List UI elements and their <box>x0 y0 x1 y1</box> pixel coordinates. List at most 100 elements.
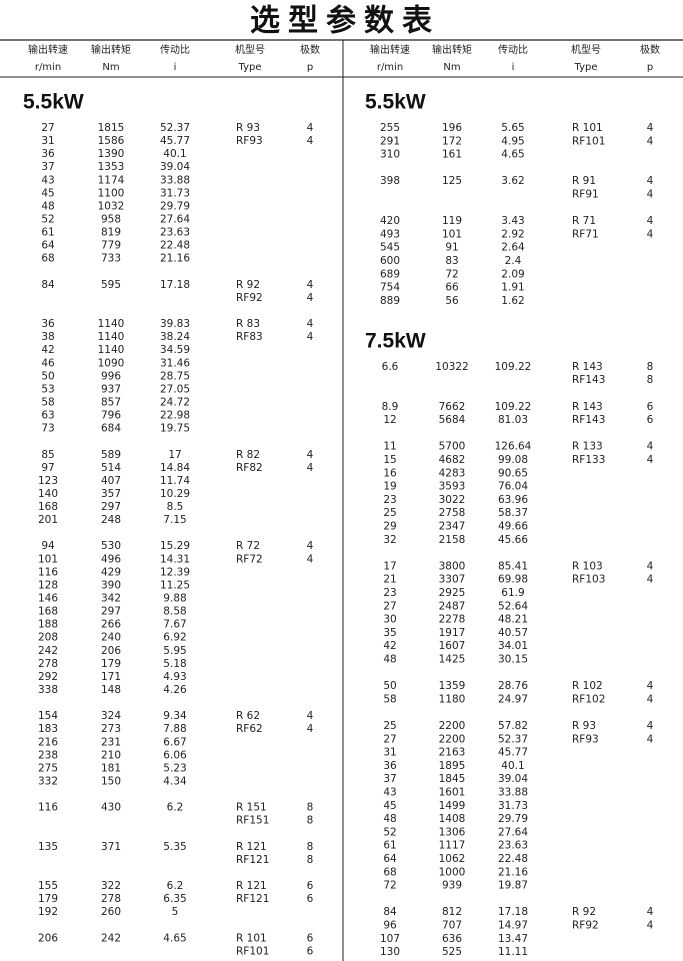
cell-ratio: 4.26 <box>163 684 187 696</box>
cell-torque: 66 <box>445 282 459 294</box>
cell-torque: 10322 <box>435 361 468 373</box>
cell-torque: 260 <box>101 906 121 918</box>
cell-speed: 85 <box>41 449 54 461</box>
cell-type: R 71 <box>572 215 596 227</box>
cell-ratio: 5.18 <box>163 658 186 670</box>
cell-poles: 4 <box>647 906 654 918</box>
cell-type: R 101 <box>236 932 267 944</box>
cell-poles: 4 <box>647 720 654 732</box>
cell-type: R 93 <box>572 720 596 732</box>
cell-ratio: 4.65 <box>501 149 524 161</box>
section-title: 7.5kW <box>365 329 426 352</box>
cell-ratio: 29.79 <box>160 200 190 212</box>
cell-speed: 146 <box>38 593 58 605</box>
cell-poles: 4 <box>647 441 654 453</box>
cell-ratio: 13.47 <box>498 933 528 945</box>
cell-poles: 4 <box>647 175 654 187</box>
cell-ratio: 63.96 <box>498 494 528 506</box>
cell-speed: 600 <box>380 255 400 267</box>
cell-type: RF133 <box>572 454 605 466</box>
cell-speed: 50 <box>41 370 54 382</box>
cell-ratio: 14.84 <box>160 462 190 474</box>
cell-speed: 30 <box>383 614 396 626</box>
cell-type: RF62 <box>236 723 263 735</box>
cell-ratio: 28.76 <box>498 680 528 692</box>
cell-speed: 68 <box>41 253 54 265</box>
cell-ratio: 126.64 <box>495 441 532 453</box>
cell-speed: 38 <box>41 331 54 343</box>
cell-torque: 407 <box>101 475 121 487</box>
cell-ratio: 45.66 <box>498 534 528 546</box>
cell-torque: 324 <box>101 710 121 722</box>
column-header: 机型号 <box>235 43 265 56</box>
cell-torque: 2278 <box>439 614 466 626</box>
cell-ratio: 27.64 <box>160 213 190 225</box>
cell-speed: 21 <box>383 574 396 586</box>
cell-type: R 101 <box>572 122 603 134</box>
cell-speed: 19 <box>383 481 396 493</box>
cell-ratio: 6.06 <box>163 749 187 761</box>
cell-torque: 3022 <box>439 494 466 506</box>
cell-type: R 143 <box>572 361 603 373</box>
cell-speed: 8.9 <box>382 401 399 413</box>
column-header: 传动比 <box>160 44 190 56</box>
cell-ratio: 6.35 <box>163 893 186 905</box>
cell-torque: 1140 <box>98 331 125 343</box>
cell-speed: 43 <box>383 787 396 799</box>
cell-speed: 310 <box>380 149 400 161</box>
cell-torque: 1499 <box>439 800 466 812</box>
cell-ratio: 6.2 <box>167 880 184 892</box>
cell-ratio: 21.16 <box>498 866 528 878</box>
cell-poles: 4 <box>647 122 654 134</box>
cell-poles: 6 <box>647 414 654 426</box>
cell-poles: 8 <box>307 802 314 814</box>
cell-poles: 4 <box>307 462 314 474</box>
cell-ratio: 9.88 <box>163 593 186 605</box>
cell-ratio: 58.37 <box>498 507 528 519</box>
cell-type: RF91 <box>572 189 599 201</box>
cell-ratio: 24.72 <box>160 396 190 408</box>
cell-torque: 2347 <box>439 521 466 533</box>
cell-ratio: 61.9 <box>501 587 524 599</box>
cell-speed: 48 <box>41 200 54 212</box>
cell-poles: 6 <box>647 401 654 413</box>
cell-type: RF121 <box>236 893 269 905</box>
cell-torque: 1306 <box>439 826 466 838</box>
cell-torque: 514 <box>101 462 121 474</box>
cell-ratio: 2.92 <box>501 228 524 240</box>
cell-torque: 2158 <box>439 534 466 546</box>
cell-ratio: 40.1 <box>163 148 186 160</box>
cell-poles: 4 <box>307 723 314 735</box>
cell-torque: 1586 <box>98 135 125 147</box>
cell-torque: 231 <box>101 736 121 748</box>
cell-speed: 128 <box>38 579 58 591</box>
cell-speed: 61 <box>383 840 396 852</box>
cell-ratio: 40.57 <box>498 627 528 639</box>
cell-ratio: 6.2 <box>167 802 184 814</box>
cell-ratio: 2.4 <box>505 255 522 267</box>
cell-speed: 31 <box>383 747 396 759</box>
cell-torque: 148 <box>101 684 121 696</box>
cell-ratio: 11.25 <box>160 579 190 591</box>
cell-torque: 248 <box>101 514 121 526</box>
cell-torque: 1140 <box>98 318 125 330</box>
cell-torque: 273 <box>101 723 121 735</box>
cell-ratio: 39.04 <box>498 773 528 785</box>
cell-poles: 8 <box>647 361 654 373</box>
section-title: 5.5kW <box>23 91 84 114</box>
cell-ratio: 39.04 <box>160 161 190 173</box>
cell-speed: 168 <box>38 606 58 618</box>
cell-torque: 72 <box>445 268 458 280</box>
cell-ratio: 1.62 <box>501 295 524 307</box>
cell-speed: 58 <box>383 693 396 705</box>
cell-speed: 36 <box>41 148 55 160</box>
cell-torque: 91 <box>445 242 458 254</box>
cell-torque: 1062 <box>439 853 466 865</box>
cell-speed: 27 <box>41 122 54 134</box>
cell-torque: 172 <box>442 135 462 147</box>
cell-type: R 62 <box>236 710 260 722</box>
cell-speed: 123 <box>38 475 58 487</box>
cell-poles: 8 <box>647 374 654 386</box>
cell-torque: 125 <box>442 175 462 187</box>
